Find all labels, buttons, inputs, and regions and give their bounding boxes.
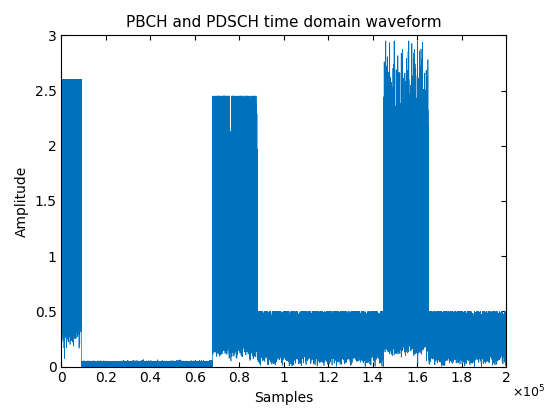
Title: PBCH and PDSCH time domain waveform: PBCH and PDSCH time domain waveform [126,15,442,30]
X-axis label: Samples: Samples [254,391,314,405]
Y-axis label: Amplitude: Amplitude [15,165,29,236]
Text: $\times10^5$: $\times10^5$ [512,383,545,400]
